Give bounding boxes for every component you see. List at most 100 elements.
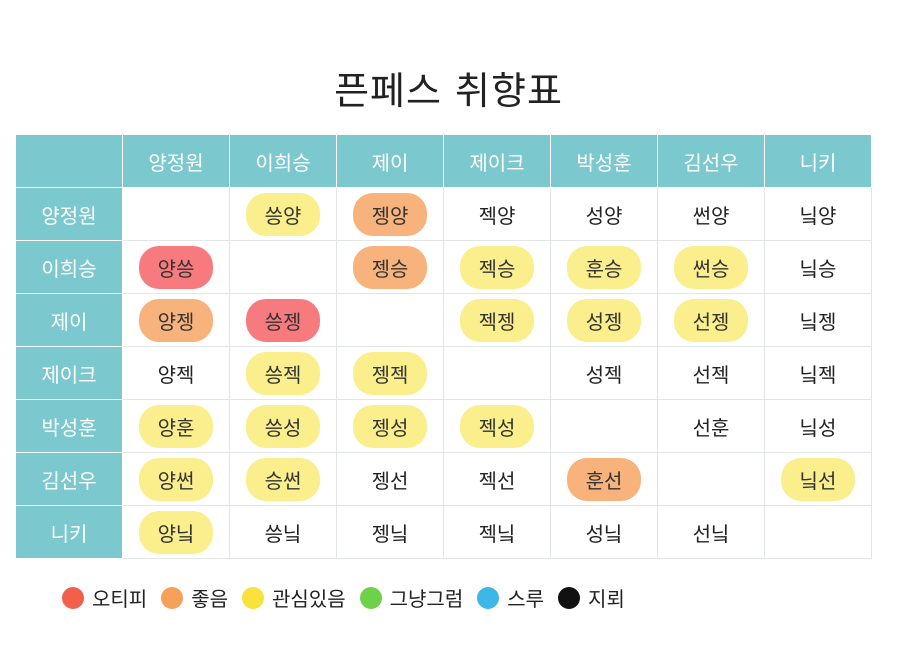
legend-item-interest: 관심있음 <box>242 583 346 612</box>
row-header: 제이크 <box>15 346 123 400</box>
table-cell <box>550 399 658 453</box>
column-header: 김선우 <box>657 134 765 188</box>
table-cell: 훈승 <box>550 240 658 294</box>
row-header: 니키 <box>15 505 123 559</box>
row-header: 제이 <box>15 293 123 347</box>
table-cell: 닠젱 <box>764 293 872 347</box>
table-cell: 닠젝 <box>764 346 872 400</box>
table-cell: 승썬 <box>229 452 337 506</box>
pairing-label: 닠성 <box>799 415 837 440</box>
table-cell: 훈선 <box>550 452 658 506</box>
pairing-label: 성젝 <box>585 362 623 387</box>
table-cell: 씅젝 <box>229 346 337 400</box>
pairing-label: 젝양 <box>478 203 516 228</box>
pairing-label: 성닠 <box>585 521 623 546</box>
pairing-label: 젱닠 <box>371 521 409 546</box>
table-cell: 닠승 <box>764 240 872 294</box>
table-cell: 젝성 <box>443 399 551 453</box>
table-cell: 씅양 <box>229 187 337 241</box>
legend-label: 스루 <box>507 587 545 611</box>
table-cell: 썬양 <box>657 187 765 241</box>
header-row: 양정원 이희승 제이 제이크 박성훈 김선우 니키 <box>15 134 872 188</box>
pairing-pill-like: 훈선 <box>567 457 641 501</box>
table-cell <box>764 505 872 559</box>
pairing-pill-like: 젱양 <box>353 192 427 236</box>
pairing-label: 젝선 <box>478 468 516 493</box>
legend-dot-icon <box>558 586 581 609</box>
row-header: 이희승 <box>15 240 123 294</box>
preference-table: 양정원 이희승 제이 제이크 박성훈 김선우 니키 양정원 씅양 젱양 젝양 성양 썬양 닠… <box>15 134 872 559</box>
pairing-pill-interest: 씅젝 <box>246 351 320 395</box>
table-cell: 젝젱 <box>443 293 551 347</box>
pairing-label: 닠젱 <box>799 309 837 334</box>
legend-label: 좋음 <box>191 587 229 611</box>
pairing-label: 젝닠 <box>478 521 516 546</box>
legend-item-otp: 오티피 <box>62 583 147 612</box>
table-cell: 양닠 <box>122 505 230 559</box>
table-cell: 젱닠 <box>336 505 444 559</box>
table-cell: 양훈 <box>122 399 230 453</box>
column-header: 양정원 <box>122 134 230 188</box>
table-row: 박성훈 양훈 씅성 젱성 젝성 선훈 닠성 <box>15 399 872 453</box>
pairing-label: 선훈 <box>692 415 730 440</box>
legend-item-mine: 지뢰 <box>558 583 625 612</box>
pairing-label: 선젝 <box>692 362 730 387</box>
legend-dot-icon <box>242 586 265 609</box>
pairing-label: 썬양 <box>692 203 730 228</box>
pairing-label: 성양 <box>585 203 623 228</box>
legend-label: 오티피 <box>92 587 148 611</box>
legend-item-meh: 그냥그럼 <box>359 583 464 612</box>
table-cell: 씅성 <box>229 399 337 453</box>
legend-label: 그냥그럼 <box>389 587 464 611</box>
table-row: 제이 양젱 씅젱 젝젱 성젱 선젱 닠젱 <box>15 293 872 347</box>
table-row: 제이크 양젝 씅젝 젱젝 성젝 선젝 닠젝 <box>15 346 872 400</box>
table-row: 김선우 양썬 승썬 젱선 젝선 훈선 닠선 <box>15 452 872 506</box>
legend-label: 지뢰 <box>588 587 625 611</box>
table-cell: 젝승 <box>443 240 551 294</box>
table-cell: 젱성 <box>336 399 444 453</box>
pairing-label: 선닠 <box>692 521 730 546</box>
pairing-label: 씅닠 <box>264 521 302 546</box>
pairing-pill-otp: 씅젱 <box>246 298 320 342</box>
column-header: 제이크 <box>443 134 551 188</box>
legend-dot-icon <box>359 586 382 609</box>
legend-item-skip: 스루 <box>477 583 544 612</box>
pairing-label: 닠승 <box>799 256 837 281</box>
pairing-pill-interest: 승썬 <box>246 457 320 501</box>
table-cell <box>122 187 230 241</box>
pairing-pill-interest: 썬승 <box>674 245 748 289</box>
row-header: 양정원 <box>15 187 123 241</box>
column-header: 이희승 <box>229 134 337 188</box>
table-cell: 젱양 <box>336 187 444 241</box>
table-cell: 젝닠 <box>443 505 551 559</box>
column-header: 박성훈 <box>550 134 658 188</box>
legend: 오티피 좋음 관심있음 그냥그럼 스루 지뢰 <box>62 583 639 612</box>
legend-label: 관심있음 <box>272 587 346 611</box>
table-cell: 젱젝 <box>336 346 444 400</box>
table-cell: 선닠 <box>657 505 765 559</box>
table-cell: 젝양 <box>443 187 551 241</box>
table-cell: 썬승 <box>657 240 765 294</box>
table-row: 이희승 양씅 젱승 젝승 훈승 썬승 닠승 <box>15 240 872 294</box>
table-cell <box>657 452 765 506</box>
table-cell: 닠양 <box>764 187 872 241</box>
pairing-pill-interest: 닠선 <box>781 457 855 501</box>
pairing-pill-interest: 선젱 <box>674 298 748 342</box>
table-cell: 성젝 <box>550 346 658 400</box>
pairing-pill-interest: 양썬 <box>139 457 213 501</box>
table-cell: 씅젱 <box>229 293 337 347</box>
pairing-label: 양젝 <box>157 362 195 387</box>
pairing-label: 닠젝 <box>799 362 837 387</box>
pairing-pill-like: 젱승 <box>353 245 427 289</box>
legend-dot-icon <box>62 586 84 609</box>
table-cell: 선훈 <box>657 399 765 453</box>
pairing-pill-otp: 양씅 <box>139 245 213 289</box>
pairing-pill-interest: 양닠 <box>139 510 213 554</box>
table-cell: 선젝 <box>657 346 765 400</box>
table-cell: 젱승 <box>336 240 444 294</box>
legend-item-like: 좋음 <box>161 583 228 612</box>
pairing-pill-interest: 씅양 <box>246 192 320 236</box>
table-row: 양정원 씅양 젱양 젝양 성양 썬양 닠양 <box>15 187 872 241</box>
table-body: 양정원 씅양 젱양 젝양 성양 썬양 닠양 이희승 양씅 젱승 젝승 훈승 썬승 닠승 제이 양젱 씅젱 젝젱 성젱… <box>15 187 872 559</box>
pairing-pill-interest: 젱성 <box>353 404 427 448</box>
